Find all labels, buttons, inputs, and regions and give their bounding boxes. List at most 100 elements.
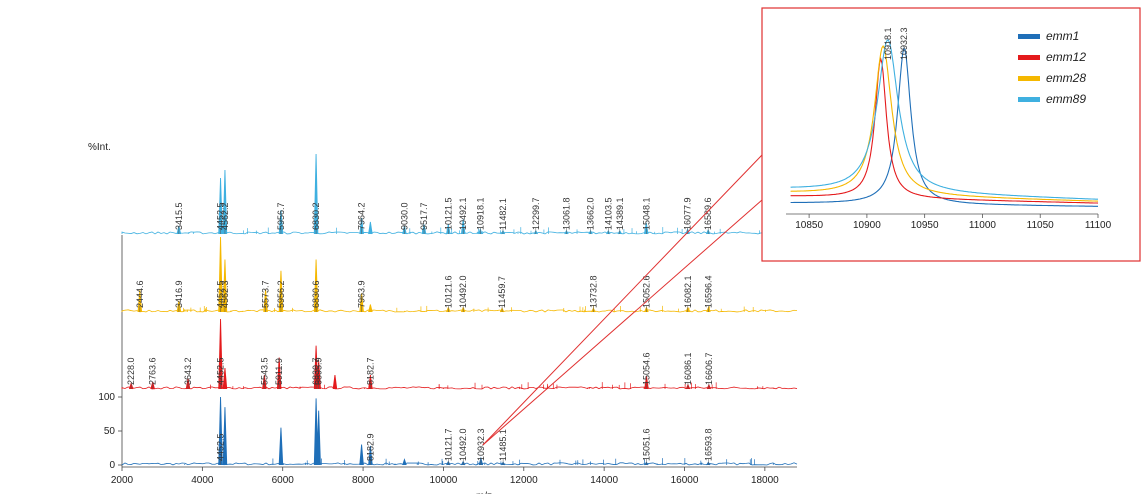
inset-curve-emm89: [790, 39, 1098, 200]
peak-label-emm12: 2228.0: [126, 357, 136, 385]
peak-emm12: [644, 376, 649, 390]
peak-label-emm28: 2444.6: [135, 280, 145, 308]
peak-label-emm89: 10918.1: [475, 197, 485, 230]
peak-label-emm1: 11485.1: [498, 429, 508, 461]
peak-emm28: [263, 289, 268, 313]
peak-emm89: [359, 217, 364, 235]
peak-label-emm28: 16596.4: [703, 275, 713, 308]
peak-label-emm12: 16606.7: [704, 352, 714, 385]
peak-label-emm28: 4562.3: [220, 280, 230, 308]
y-tick-label: 0: [109, 460, 115, 471]
x-tick-label: 4000: [191, 475, 214, 486]
peak-label-emm28: 7963.9: [357, 280, 367, 308]
peak-label-emm12: 15054.6: [642, 352, 652, 385]
peak-labels: 4452.5 10121.7 10492.0 10932.3 11485.1 8182.9…: [126, 197, 714, 465]
peak-label-emm89: 13662.0: [586, 197, 596, 230]
peak-label-emm89: 11482.1: [498, 198, 508, 230]
peak-label-emm28: 11459.7: [497, 276, 507, 308]
peak-emm12: [313, 345, 319, 390]
spectrum-emm28-baseline: [121, 309, 798, 313]
legend-label-emm12: emm12: [1046, 50, 1086, 64]
spectra-stack: [121, 153, 798, 466]
peak-label-emm89: 5956.7: [276, 202, 286, 230]
zoom-line-top: [482, 154, 763, 446]
spectrum-emm12-baseline: [121, 386, 798, 390]
inset-curve-emm12: [790, 57, 1099, 204]
peak-label-emm28: 10492.0: [458, 275, 468, 308]
x-tick-label: 10000: [430, 475, 458, 486]
inset-curve-emm28: [790, 44, 1099, 202]
legend-swatch-emm28: [1018, 76, 1040, 81]
inset-x-tick-label: 11100: [1085, 220, 1112, 231]
peak-label-emm28: 5956.2: [276, 280, 286, 308]
x-tick-label: 16000: [671, 475, 699, 486]
inset-peak-label: 10932.3: [899, 27, 909, 60]
peak-label-emm12: 5911.9: [274, 358, 284, 385]
peak-label-emm89: 7964.2: [357, 202, 367, 230]
peak-emm28: [218, 236, 223, 313]
inset-frame: [761, 7, 1141, 262]
peak-emm12: [218, 318, 223, 390]
zoom-line-bottom: [482, 199, 763, 446]
peak-emm12: [332, 374, 338, 390]
peak-emm12: [316, 360, 321, 390]
legend-label-emm1: emm1: [1046, 29, 1079, 43]
peak-emm12: [222, 367, 228, 390]
peak-emm1: [222, 407, 228, 466]
x-tick-label: 6000: [272, 475, 295, 486]
inset-x-tick-label: 11000: [969, 220, 997, 231]
peak-emm89: [218, 177, 223, 235]
peak-label-emm1: 15051.6: [641, 428, 651, 461]
peak-label-emm1: 8182.9: [365, 433, 375, 461]
y-axis-label: %Int.: [88, 142, 111, 153]
peak-emm1: [368, 445, 373, 466]
peak-emm1: [359, 444, 364, 466]
x-tick-label: 12000: [510, 475, 538, 486]
legend-swatch-emm12: [1018, 55, 1040, 60]
spectrum-emm89-baseline: [121, 231, 798, 235]
inset-x-tick-label: 11050: [1027, 220, 1055, 231]
peak-label-emm89: 10121.5: [443, 197, 453, 230]
peak-label-emm89: 16589.6: [703, 197, 713, 230]
peak-emm1: [278, 427, 284, 466]
peak-label-emm89: 14103.5: [603, 197, 613, 230]
peak-label-emm89: 16077.9: [683, 197, 693, 230]
y-tick-label: 100: [98, 392, 115, 403]
peak-label-emm28: 4452.5: [216, 280, 226, 308]
peak-label-emm28: 6830.6: [311, 280, 321, 308]
x-tick-label: 18000: [751, 475, 779, 486]
peak-emm12: [368, 374, 373, 390]
peak-emm28: [137, 289, 143, 313]
peak-label-emm28: 3416.9: [174, 280, 184, 308]
peak-label-emm89: 4562.2: [220, 202, 230, 230]
x-tick-label: 8000: [352, 475, 375, 486]
inset-peak-label: 10918.1: [883, 27, 893, 60]
peak-label-emm89: 9517.7: [419, 202, 429, 230]
peak-label-emm28: 10121.6: [443, 275, 453, 308]
peak-label-emm89: 10492.1: [458, 197, 468, 230]
peak-emm28: [368, 304, 373, 313]
peak-label-emm89: 4452.5: [216, 202, 226, 230]
peak-label-emm89: 14389.1: [615, 197, 625, 230]
peak-label-emm1: 10121.7: [443, 428, 453, 461]
peak-emm89: [278, 209, 284, 235]
peak-label-emm1: 10932.3: [476, 428, 486, 461]
peak-label-emm28: 13732.8: [588, 275, 598, 308]
inset-zoom-panel: 10850 10900 10950 11000 11050 11100 10918.1 109…: [761, 7, 1141, 262]
peak-label-emm28: 15052.6: [641, 275, 651, 308]
peak-label-emm89: 9030.0: [399, 202, 409, 230]
peak-emm28: [359, 293, 364, 313]
peak-label-emm28: 5573.7: [261, 280, 271, 308]
peak-emm89: [313, 153, 319, 235]
peak-label-emm1: 16593.8: [703, 428, 713, 461]
x-tick-label: 2000: [111, 475, 134, 486]
peak-label-emm89: 15048.1: [641, 197, 651, 230]
peak-label-emm12: 4452.5: [216, 357, 226, 385]
y-tick-label: 50: [104, 426, 116, 437]
peak-label-emm12: 8182.7: [365, 357, 375, 385]
peak-label-emm12: 16086.1: [683, 352, 693, 385]
peak-label-emm1: 4452.5: [216, 433, 226, 461]
inset-x-tick-label: 10850: [795, 220, 823, 231]
peak-emm1: [316, 410, 321, 466]
